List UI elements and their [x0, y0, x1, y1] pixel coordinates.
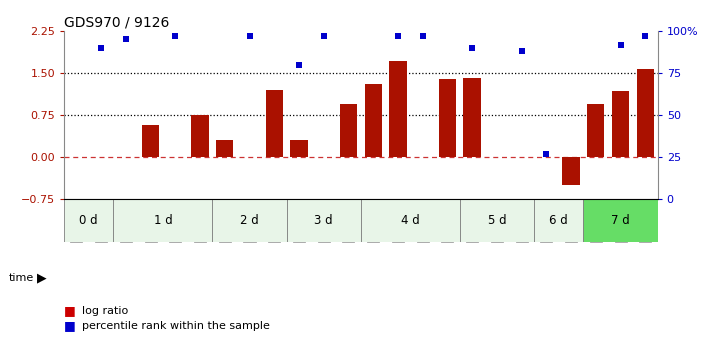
Text: 5 d: 5 d [488, 214, 506, 227]
Bar [562, 157, 579, 185]
Point [318, 33, 329, 39]
Text: ■: ■ [64, 304, 76, 317]
Bar [587, 104, 604, 157]
Point [244, 33, 255, 39]
Point [466, 45, 478, 51]
Point [516, 49, 528, 54]
Text: 7 d: 7 d [611, 214, 630, 227]
Text: 4 d: 4 d [401, 214, 419, 227]
Bar [612, 91, 629, 157]
Bar [365, 85, 382, 157]
Point [615, 42, 626, 47]
Bar [460, 199, 534, 242]
Bar [439, 79, 456, 157]
Text: 6 d: 6 d [550, 214, 568, 227]
Text: 0 d: 0 d [80, 214, 98, 227]
Bar [266, 90, 283, 157]
Bar [287, 199, 360, 242]
Text: GDS970 / 9126: GDS970 / 9126 [64, 16, 169, 30]
Text: log ratio: log ratio [82, 306, 128, 315]
Point [170, 33, 181, 39]
Bar [340, 104, 357, 157]
Bar [114, 199, 213, 242]
Bar [216, 140, 233, 157]
Bar [142, 125, 159, 157]
Text: percentile rank within the sample: percentile rank within the sample [82, 321, 269, 331]
Point [120, 37, 132, 42]
Bar [584, 199, 658, 242]
Text: time: time [9, 273, 34, 283]
Text: ■: ■ [64, 319, 76, 333]
Point [540, 151, 552, 157]
Bar [636, 69, 654, 157]
Point [640, 33, 651, 39]
Text: 3 d: 3 d [314, 214, 333, 227]
Bar [390, 61, 407, 157]
Point [294, 62, 305, 68]
Text: 1 d: 1 d [154, 214, 172, 227]
Point [392, 33, 404, 39]
Bar [64, 199, 114, 242]
Bar [290, 140, 308, 157]
Bar [360, 199, 460, 242]
Bar [213, 199, 287, 242]
Text: 2 d: 2 d [240, 214, 259, 227]
Point [417, 33, 428, 39]
Bar [191, 115, 209, 157]
Text: ▶: ▶ [37, 271, 47, 284]
Point [95, 45, 107, 51]
Bar [534, 199, 584, 242]
Bar [464, 78, 481, 157]
